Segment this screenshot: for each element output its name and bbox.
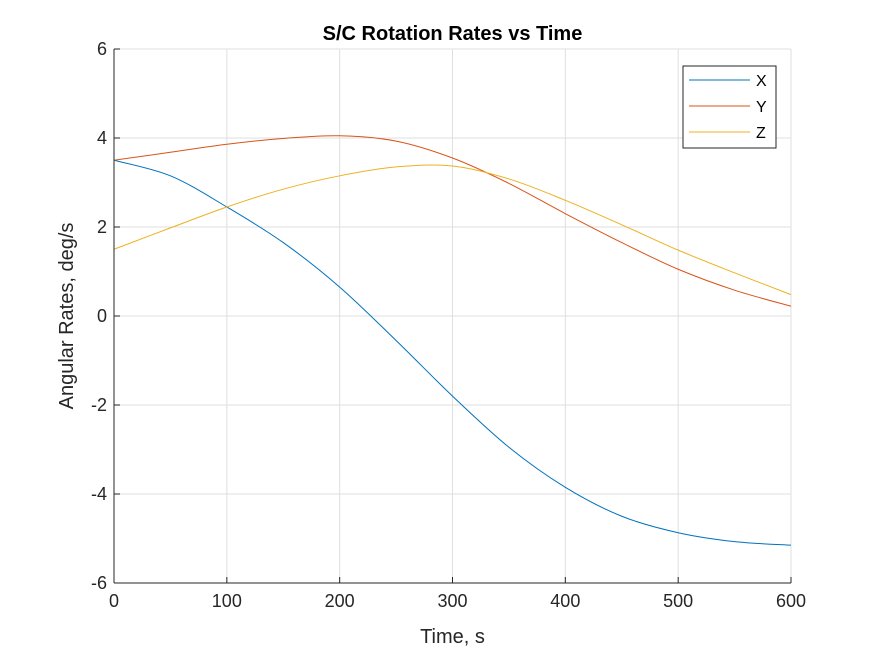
y-axis-label: Angular Rates, deg/s <box>56 223 78 410</box>
legend-label-y: Y <box>756 99 767 116</box>
y-tick-label: -4 <box>91 484 107 504</box>
y-tick-label: 6 <box>97 39 107 59</box>
y-tick-label: 2 <box>97 217 107 237</box>
legend: XYZ <box>682 65 777 149</box>
x-tick-label: 0 <box>109 591 119 611</box>
chart-title: S/C Rotation Rates vs Time <box>323 23 583 45</box>
x-tick-label: 300 <box>437 591 467 611</box>
x-tick-label: 400 <box>550 591 580 611</box>
x-tick-label: 500 <box>663 591 693 611</box>
y-tick-label: -6 <box>91 573 107 593</box>
y-tick-label: 4 <box>97 128 107 148</box>
x-tick-label: 100 <box>212 591 242 611</box>
legend-label-z: Z <box>756 125 766 142</box>
x-tick-label: 600 <box>776 591 806 611</box>
y-tick-label: 0 <box>97 306 107 326</box>
series-layer <box>113 135 792 546</box>
ticks: 0 100 200 300 400 500 600 -6 -4 -2 0 2 4 6 <box>91 39 806 611</box>
y-tick-label: -2 <box>91 395 107 415</box>
series-line-z <box>113 164 792 296</box>
legend-label-x: X <box>756 73 767 90</box>
x-tick-label: 200 <box>325 591 355 611</box>
x-axis-label: Time, s <box>420 626 485 648</box>
series-line-y <box>113 135 792 307</box>
